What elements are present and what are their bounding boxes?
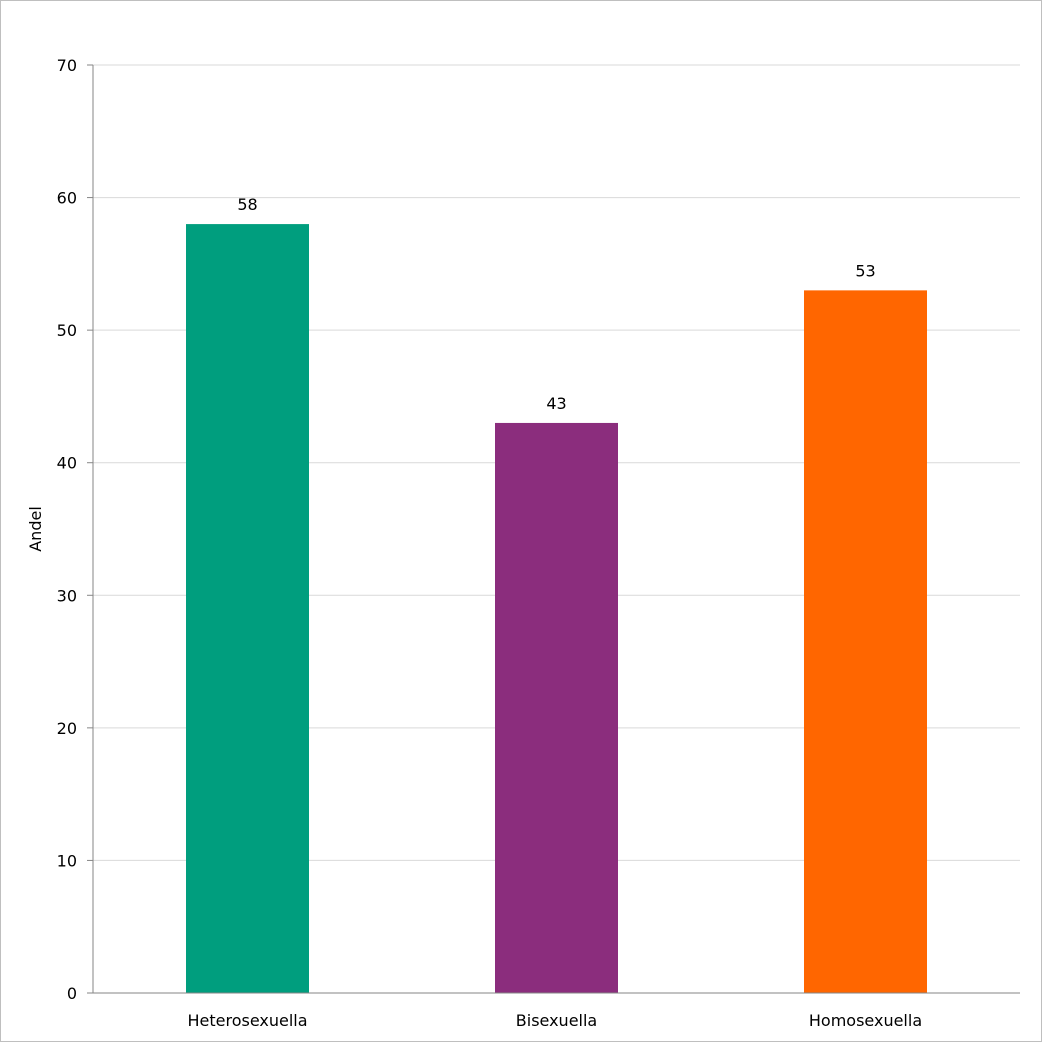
axes bbox=[87, 64, 1020, 994]
data-label-heterosexuella: 58 bbox=[237, 195, 257, 214]
labels: 0 10 20 30 40 50 60 70 58 Heterosexuella 43 Bisexue… bbox=[57, 56, 922, 1030]
bar-homosexuella bbox=[804, 290, 927, 993]
data-label-bisexuella: 43 bbox=[546, 394, 566, 413]
y-tick-label-40: 40 bbox=[57, 454, 77, 473]
x-tick-label-homosexuella: Homosexuella bbox=[809, 1011, 922, 1030]
bar-heterosexuella bbox=[186, 224, 309, 994]
x-tick-label-bisexuella: Bisexuella bbox=[516, 1011, 597, 1030]
data-label-homosexuella: 53 bbox=[855, 261, 875, 280]
y-tick-label-30: 30 bbox=[57, 586, 77, 605]
y-tick-label-60: 60 bbox=[57, 189, 77, 208]
y-tick-label-70: 70 bbox=[57, 56, 77, 75]
bar-bisexuella bbox=[495, 422, 618, 993]
y-tick-label-50: 50 bbox=[57, 321, 77, 340]
y-axis-title: Andel bbox=[26, 506, 45, 552]
bars bbox=[186, 224, 927, 994]
y-tick-label-0: 0 bbox=[67, 984, 77, 1003]
y-tick-label-20: 20 bbox=[57, 719, 77, 738]
x-tick-label-heterosexuella: Heterosexuella bbox=[187, 1011, 307, 1030]
y-tick-label-10: 10 bbox=[57, 851, 77, 870]
